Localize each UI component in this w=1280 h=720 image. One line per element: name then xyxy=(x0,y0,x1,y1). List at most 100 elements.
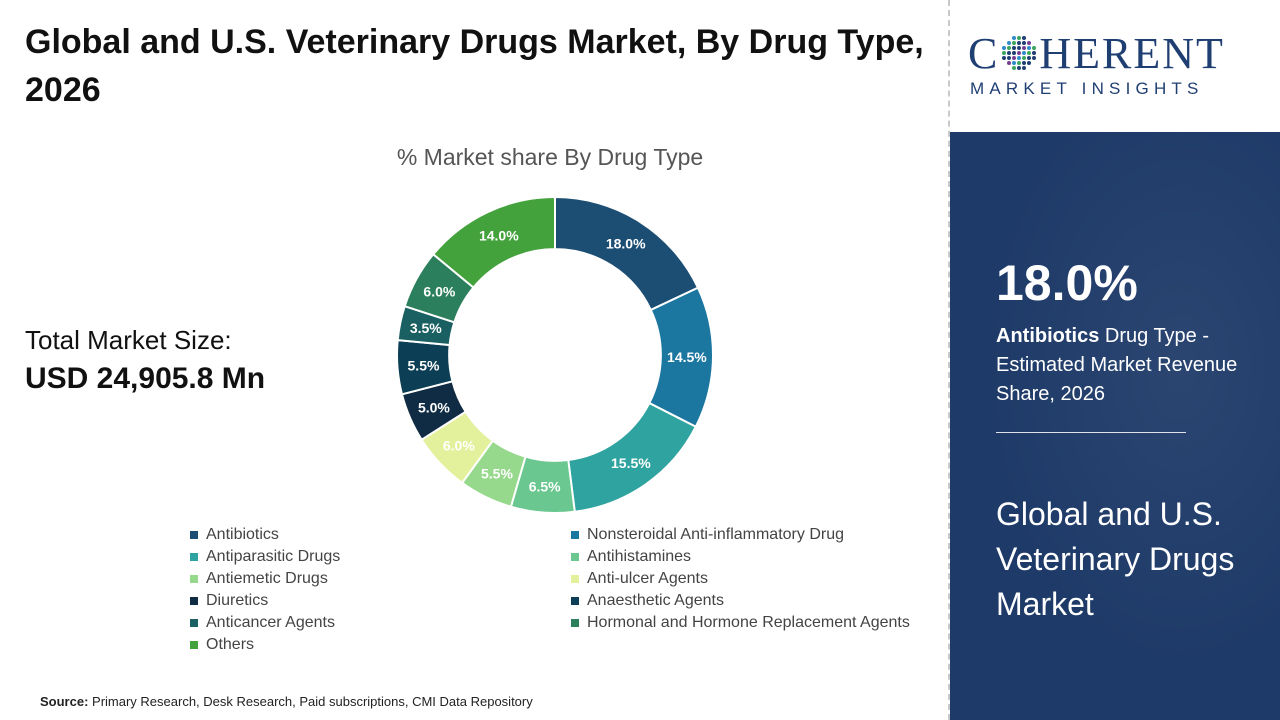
legend-item: Nonsteroidal Anti-inflammatory Drug xyxy=(571,524,844,546)
legend-swatch xyxy=(571,575,579,583)
highlight-panel: 18.0% Antibiotics Drug Type - Estimated … xyxy=(950,132,1280,720)
globe-dot xyxy=(1012,51,1017,55)
source-label: Source: xyxy=(40,694,89,709)
highlight-value: 18.0% xyxy=(996,255,1138,311)
globe-dot xyxy=(1027,56,1032,60)
divider xyxy=(948,0,950,720)
slice-label: 5.0% xyxy=(418,399,450,415)
globe-dot xyxy=(1027,51,1032,55)
total-market-label: Total Market Size: xyxy=(25,325,232,355)
legend-item: Hormonal and Hormone Replacement Agents xyxy=(571,612,910,634)
globe-dot xyxy=(1017,36,1022,40)
globe-dot xyxy=(1017,51,1022,55)
legend-label: Anticancer Agents xyxy=(206,614,335,631)
legend-label: Antihistamines xyxy=(587,548,692,565)
globe-icon xyxy=(1002,36,1037,70)
globe-dot xyxy=(1012,36,1017,40)
legend-label: Antibiotics xyxy=(206,526,279,543)
highlight-description: Antibiotics Drug Type - Estimated Market… xyxy=(996,322,1246,409)
logo-letter-c: C xyxy=(968,29,1000,78)
legend-swatch xyxy=(190,597,198,605)
chart-legend: Antibiotics Nonsteroidal Anti-inflammator… xyxy=(190,524,950,664)
globe-dot xyxy=(1002,56,1007,60)
slice-label: 5.5% xyxy=(481,465,513,481)
total-market-value: USD 24,905.8 Mn xyxy=(25,362,266,395)
legend-swatch xyxy=(190,531,198,539)
globe-dot xyxy=(1012,61,1017,65)
globe-dot xyxy=(1032,56,1037,60)
globe-dot xyxy=(1022,61,1027,65)
slice-label: 3.5% xyxy=(410,320,442,336)
globe-dot xyxy=(1032,46,1037,50)
globe-dot xyxy=(1017,41,1022,45)
chart-area: Global and U.S. Veterinary Drugs Market,… xyxy=(25,23,950,709)
slice-label: 14.5% xyxy=(667,349,707,365)
slice-label: 14.0% xyxy=(479,228,519,244)
globe-dot xyxy=(1022,51,1027,55)
legend-item: Antibiotics xyxy=(190,524,279,546)
globe-dot xyxy=(1002,46,1007,50)
globe-dot xyxy=(1012,46,1017,50)
globe-dot xyxy=(1032,51,1037,55)
globe-dot xyxy=(1027,61,1032,65)
slice-label: 6.0% xyxy=(423,283,455,299)
legend-item: Anti-ulcer Agents xyxy=(571,568,708,590)
globe-dot xyxy=(1007,56,1012,60)
globe-dot xyxy=(1017,56,1022,60)
legend-label: Others xyxy=(206,636,255,653)
panel-divider xyxy=(996,432,1186,433)
legend-item: Anaesthetic Agents xyxy=(571,590,724,612)
donut-chart: 18.0% 14.5% 15.5% 6.5% 5.5% 6.0% 5.0% 5.5% 3.5% 6… xyxy=(396,195,714,514)
legend-label: Hormonal and Hormone Replacement Agents xyxy=(587,614,910,631)
donut-slice xyxy=(554,195,700,312)
globe-dot xyxy=(1017,66,1022,70)
legend-item: Others xyxy=(190,634,254,656)
market-name: Global and U.S. Veterinary Drugs Market xyxy=(996,496,1235,622)
globe-dot xyxy=(1012,56,1017,60)
legend-swatch xyxy=(190,575,198,583)
globe-dot xyxy=(1007,46,1012,50)
legend-swatch xyxy=(190,553,198,561)
legend-item: Antiparasitic Drugs xyxy=(190,546,340,568)
legend-swatch xyxy=(571,553,579,561)
legend-swatch xyxy=(190,619,198,627)
legend-swatch xyxy=(571,597,579,605)
page-title: Global and U.S. Veterinary Drugs Market,… xyxy=(25,23,924,109)
globe-dot xyxy=(1027,41,1032,45)
globe-dot xyxy=(1002,51,1007,55)
globe-dot xyxy=(1007,41,1012,45)
logo-letters-rest: HERENT xyxy=(1039,29,1225,78)
source-text: Primary Research, Desk Research, Paid su… xyxy=(92,694,533,709)
highlight-segment: Antibiotics xyxy=(996,325,1100,347)
globe-dot xyxy=(1007,61,1012,65)
legend-item: Antiemetic Drugs xyxy=(190,568,328,590)
globe-dot xyxy=(1007,51,1012,55)
legend-label: Anti-ulcer Agents xyxy=(587,570,708,587)
legend-item: Anticancer Agents xyxy=(190,612,335,634)
globe-dot xyxy=(1017,46,1022,50)
logo-wordmark: C HERENT xyxy=(968,30,1225,78)
legend-label: Diuretics xyxy=(206,592,269,609)
logo-subtitle: MARKET INSIGHTS xyxy=(970,79,1204,98)
globe-dot xyxy=(1027,46,1032,50)
globe-dot xyxy=(1012,66,1017,70)
globe-dot xyxy=(1017,61,1022,65)
chart-title: % Market share By Drug Type xyxy=(396,144,704,170)
globe-dot xyxy=(1022,66,1027,70)
slice-label: 6.5% xyxy=(529,479,561,495)
highlight-description-text: Drug Type - Estimated Market Revenue Sha… xyxy=(996,325,1238,405)
legend-label: Antiparasitic Drugs xyxy=(206,548,341,565)
slice-label: 18.0% xyxy=(606,236,646,252)
legend-swatch xyxy=(571,531,579,539)
slice-label: 6.0% xyxy=(443,437,475,453)
side-panel: C HERENT MARKET INSIGHTS 18.0% Antibiotic… xyxy=(950,0,1280,720)
legend-item: Diuretics xyxy=(190,590,268,612)
legend-label: Anaesthetic Agents xyxy=(587,592,724,609)
slice-label: 15.5% xyxy=(611,455,651,471)
logo: C HERENT MARKET INSIGHTS xyxy=(950,0,1280,132)
globe-dot xyxy=(1022,36,1027,40)
legend-label: Nonsteroidal Anti-inflammatory Drug xyxy=(587,526,844,543)
globe-dot xyxy=(1012,41,1017,45)
slice-label: 5.5% xyxy=(408,357,440,373)
legend-item: Antihistamines xyxy=(571,546,691,568)
